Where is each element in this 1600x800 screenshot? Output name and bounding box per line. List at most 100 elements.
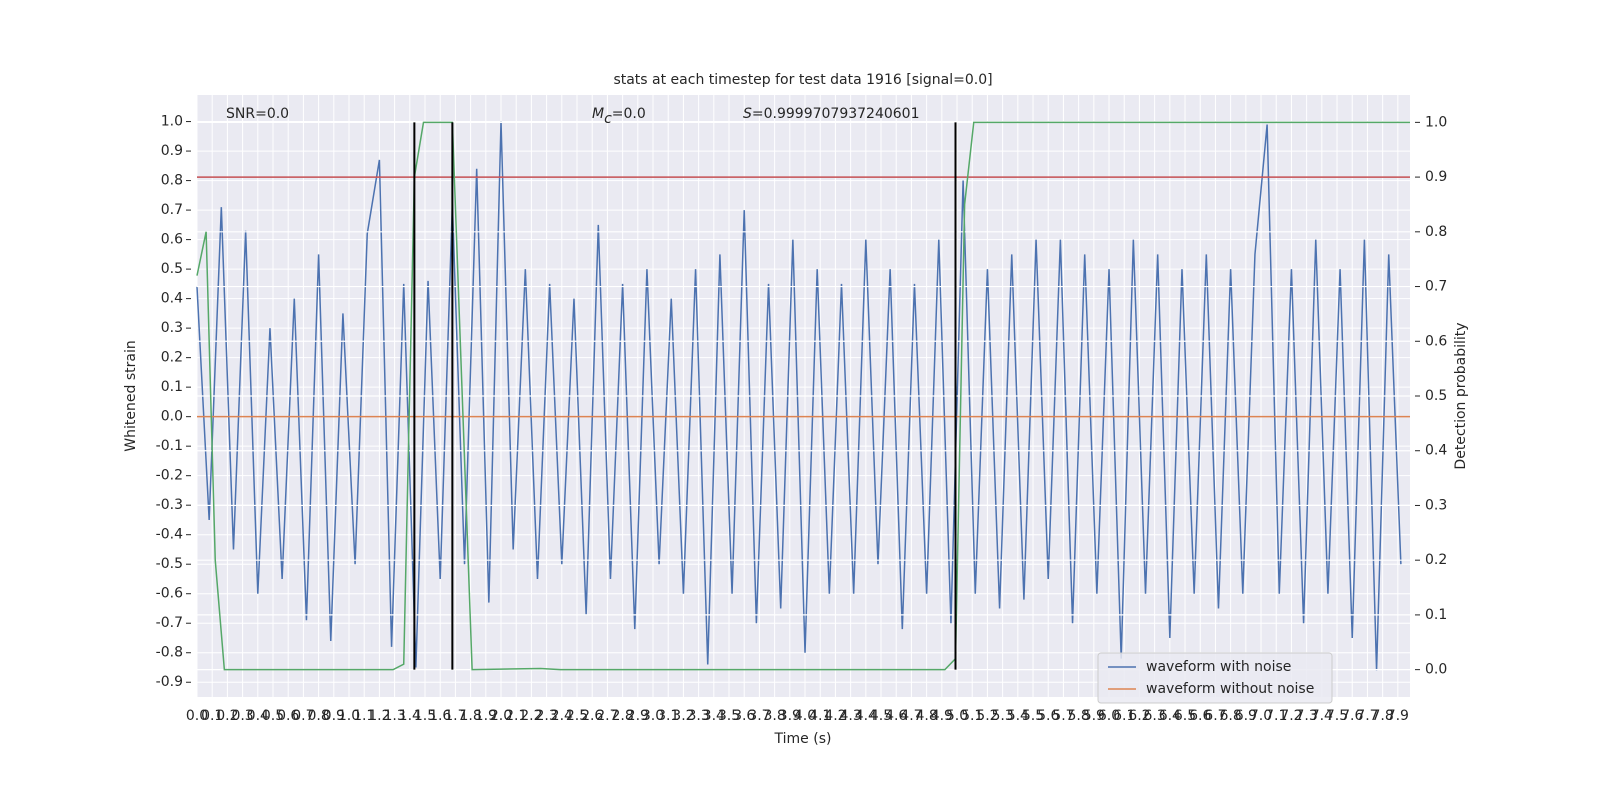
y2-tick-label: 0.6 — [1425, 333, 1447, 349]
annotation-text: SNR=0.0 — [226, 106, 289, 122]
x-tick-label: 2.0 — [490, 708, 512, 724]
x-tick-label: 6.9 — [1235, 708, 1257, 724]
x-tick-label: 2.3 — [535, 708, 557, 724]
y-tick-label: -0.1 — [156, 438, 183, 454]
y2-tick-label: 0.2 — [1425, 552, 1447, 568]
x-tick-label: 4.3 — [839, 708, 861, 724]
annotation-symbol: M — [592, 106, 604, 122]
x-tick-label: 7.8 — [1372, 708, 1394, 724]
x-tick-label: 5.4 — [1007, 708, 1029, 724]
legend-label: waveform with noise — [1146, 659, 1291, 675]
x-tick-label: 2.6 — [581, 708, 603, 724]
x-tick-label: 7.6 — [1341, 708, 1363, 724]
y2-tick-label: 0.4 — [1425, 443, 1447, 459]
x-tick-label: 5.8 — [1067, 708, 1089, 724]
y-tick-label: 0.5 — [161, 261, 183, 277]
x-tick-label: 4.6 — [885, 708, 907, 724]
x-tick-label: 0.6 — [277, 708, 299, 724]
x-tick-label: 4.8 — [915, 708, 937, 724]
x-tick-label: 7.4 — [1311, 708, 1333, 724]
x-tick-label: 3.2 — [672, 708, 694, 724]
x-tick-label: 4.4 — [855, 708, 877, 724]
x-tick-label: 3.6 — [733, 708, 755, 724]
series-line — [196, 121, 1410, 671]
x-tick-label: 2.9 — [627, 708, 649, 724]
x-tick-label: 3.0 — [642, 708, 664, 724]
legend-box — [1097, 652, 1333, 704]
x-tick-label: 6.3 — [1143, 708, 1165, 724]
y-tick-label: 0.1 — [161, 379, 183, 395]
x-tick-label: 0.3 — [231, 708, 253, 724]
x-tick-label: 3.3 — [687, 708, 709, 724]
annotation: S=0.9999707937240601 — [743, 106, 920, 122]
x-tick-label: 0.1 — [201, 708, 223, 724]
x-tick-label: 5.1 — [961, 708, 983, 724]
y-tick-label: 0.0 — [161, 409, 183, 425]
x-tick-label: 0.7 — [292, 708, 314, 724]
x-tick-label: 7.2 — [1280, 708, 1302, 724]
x-tick-label: 2.5 — [566, 708, 588, 724]
y2-tick-label: 0.7 — [1425, 279, 1447, 295]
y-axis-label: Whitened strain — [123, 340, 139, 451]
legend-label: waveform without noise — [1146, 681, 1314, 697]
x-tick-label: 3.9 — [779, 708, 801, 724]
x-tick-label: 7.1 — [1265, 708, 1287, 724]
x-tick-label: 6.6 — [1189, 708, 1211, 724]
x-tick-label: 3.8 — [763, 708, 785, 724]
y-tick-label: 0.6 — [161, 232, 183, 248]
x-tick-label: 1.3 — [383, 708, 405, 724]
annotation: Mc=0.0 — [592, 106, 646, 127]
x-tick-label: 2.1 — [505, 708, 527, 724]
x-tick-label: 1.6 — [429, 708, 451, 724]
y2-tick-label: 0.1 — [1425, 607, 1447, 623]
x-tick-label: 2.2 — [520, 708, 542, 724]
x-tick-label: 6.4 — [1159, 708, 1181, 724]
y2-tick-label: 0.5 — [1425, 388, 1447, 404]
x-tick-label: 5.7 — [1052, 708, 1074, 724]
x-tick-label: 6.2 — [1128, 708, 1150, 724]
y2-tick-label: 0.3 — [1425, 497, 1447, 513]
annotation: SNR=0.0 — [226, 106, 289, 122]
y-tick-label: 0.2 — [161, 350, 183, 366]
x-tick-label: 1.8 — [459, 708, 481, 724]
x-tick-label: 0.0 — [186, 708, 208, 724]
y-tick-label: -0.6 — [156, 586, 183, 602]
x-tick-label: 3.7 — [748, 708, 770, 724]
x-tick-label: 3.1 — [657, 708, 679, 724]
y-tick-label: 0.3 — [161, 320, 183, 336]
x-axis-label: Time (s) — [774, 731, 832, 747]
x-tick-label: 4.7 — [900, 708, 922, 724]
y2-axis-label: Detection probability — [1453, 322, 1469, 469]
y-tick-label: -0.9 — [156, 674, 183, 690]
series-line — [196, 121, 1402, 671]
y-tick-label: 0.9 — [161, 143, 183, 159]
x-tick-label: 3.5 — [718, 708, 740, 724]
annotation-symbol: S — [743, 106, 752, 122]
x-tick-label: 6.5 — [1174, 708, 1196, 724]
x-tick-label: 1.1 — [353, 708, 375, 724]
x-tick-label: 1.0 — [338, 708, 360, 724]
x-tick-label: 6.8 — [1220, 708, 1242, 724]
x-tick-label: 2.7 — [596, 708, 618, 724]
y2-tick-label: 0.8 — [1425, 224, 1447, 240]
x-tick-label: 1.5 — [414, 708, 436, 724]
chart-title: stats at each timestep for test data 191… — [613, 72, 992, 88]
x-tick-label: 5.5 — [1022, 708, 1044, 724]
annotation-subscript: c — [604, 111, 612, 127]
annotation-text: =0.9999707937240601 — [752, 106, 920, 122]
x-tick-label: 7.9 — [1387, 708, 1409, 724]
y-tick-label: -0.4 — [156, 527, 183, 543]
x-tick-label: 2.4 — [551, 708, 573, 724]
x-tick-label: 6.0 — [1098, 708, 1120, 724]
annotation-text: =0.0 — [612, 106, 646, 122]
x-tick-label: 1.2 — [368, 708, 390, 724]
y-tick-label: 0.7 — [161, 202, 183, 218]
y-tick-label: -0.5 — [156, 556, 183, 572]
y-tick-label: -0.7 — [156, 615, 183, 631]
x-tick-label: 5.2 — [976, 708, 998, 724]
x-tick-label: 4.0 — [794, 708, 816, 724]
x-tick-label: 0.9 — [323, 708, 345, 724]
y-tick-label: -0.2 — [156, 468, 183, 484]
y2-tick-label: 0.0 — [1425, 662, 1447, 678]
